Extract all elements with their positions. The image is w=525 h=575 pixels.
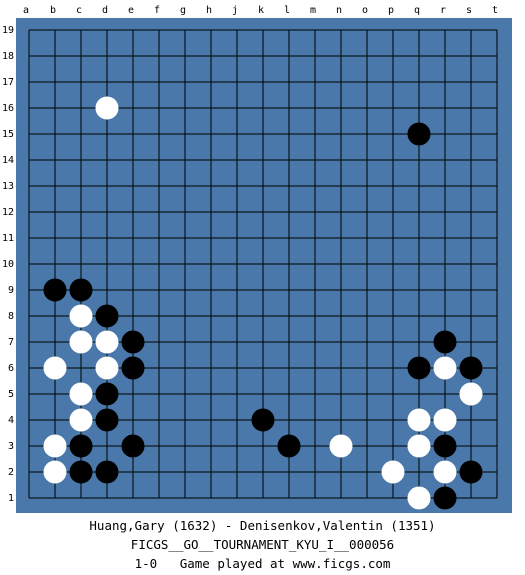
column-label-e: e — [128, 5, 134, 16]
row-label-12: 12 — [2, 207, 14, 218]
column-label-p: p — [388, 5, 394, 16]
white-stone-r6 — [433, 356, 457, 380]
row-label-8: 8 — [8, 311, 14, 322]
white-stone-d6 — [95, 356, 119, 380]
black-stone-r1 — [433, 486, 457, 510]
row-labels: 19 18 17 16 15 14 13 12 11 10 9 8 7 6 5 4 3 2 1 — [2, 25, 14, 504]
row-label-2: 2 — [8, 467, 14, 478]
white-stone-b2 — [43, 460, 67, 484]
black-stone-b9 — [43, 278, 67, 302]
black-stone-c3 — [69, 434, 93, 458]
black-stone-k4 — [251, 408, 275, 432]
result-line: 1-0 Game played at www.ficgs.com — [134, 556, 391, 571]
column-label-n: n — [336, 5, 342, 16]
column-label-f: f — [154, 5, 160, 16]
row-label-4: 4 — [8, 415, 14, 426]
column-label-b: b — [50, 5, 56, 16]
white-stone-s5 — [459, 382, 483, 406]
column-label-o: o — [362, 5, 368, 16]
black-stone-d2 — [95, 460, 119, 484]
black-stone-s2 — [459, 460, 483, 484]
black-stone-d8 — [95, 304, 119, 328]
game-info: Huang,Gary (1632) - Denisenkov,Valentin … — [0, 516, 525, 573]
white-stone-q4 — [407, 408, 431, 432]
row-label-9: 9 — [8, 285, 14, 296]
black-stone-e6 — [121, 356, 145, 380]
column-label-k: k — [258, 5, 264, 16]
white-stone-q1 — [407, 486, 431, 510]
row-label-1: 1 — [8, 493, 14, 504]
black-stone-s6 — [459, 356, 483, 380]
row-label-14: 14 — [2, 155, 14, 166]
row-label-13: 13 — [2, 181, 14, 192]
white-stone-n3 — [329, 434, 353, 458]
white-stone-b3 — [43, 434, 67, 458]
row-label-6: 6 — [8, 363, 14, 374]
column-label-j: j — [232, 5, 238, 16]
row-label-7: 7 — [8, 337, 14, 348]
black-stone-r7 — [433, 330, 457, 354]
column-label-a: a — [23, 5, 29, 16]
column-label-s: s — [466, 5, 472, 16]
column-label-h: h — [206, 5, 212, 16]
column-label-l: l — [284, 5, 290, 16]
black-stone-r3 — [433, 434, 457, 458]
row-label-16: 16 — [2, 103, 14, 114]
stones-layer — [43, 96, 483, 510]
column-label-c: c — [76, 5, 82, 16]
black-stone-l3 — [277, 434, 301, 458]
black-stone-e7 — [121, 330, 145, 354]
white-stone-c5 — [69, 382, 93, 406]
tournament-line: FICGS__GO__TOURNAMENT_KYU_I__000056 — [130, 537, 395, 552]
board-grid — [28, 29, 498, 499]
white-stone-r2 — [433, 460, 457, 484]
row-label-17: 17 — [2, 77, 14, 88]
column-label-d: d — [102, 5, 108, 16]
column-label-q: q — [414, 5, 420, 16]
column-label-r: r — [440, 5, 446, 16]
column-label-g: g — [180, 5, 186, 16]
row-label-10: 10 — [2, 259, 14, 270]
black-stone-c2 — [69, 460, 93, 484]
black-stone-q15 — [407, 122, 431, 146]
white-stone-d16 — [95, 96, 119, 120]
row-label-11: 11 — [2, 233, 14, 244]
white-stone-b6 — [43, 356, 67, 380]
white-stone-p2 — [381, 460, 405, 484]
white-stone-r4 — [433, 408, 457, 432]
row-label-15: 15 — [2, 129, 14, 140]
row-label-18: 18 — [2, 51, 14, 62]
white-stone-q3 — [407, 434, 431, 458]
white-stone-c4 — [69, 408, 93, 432]
black-stone-d5 — [95, 382, 119, 406]
black-stone-c9 — [69, 278, 93, 302]
row-label-3: 3 — [8, 441, 14, 452]
column-label-m: m — [310, 5, 316, 16]
black-stone-e3 — [121, 434, 145, 458]
column-label-t: t — [492, 5, 498, 16]
white-stone-c7 — [69, 330, 93, 354]
white-stone-c8 — [69, 304, 93, 328]
row-label-5: 5 — [8, 389, 14, 400]
row-label-19: 19 — [2, 25, 14, 36]
black-stone-q6 — [407, 356, 431, 380]
players-line: Huang,Gary (1632) - Denisenkov,Valentin … — [89, 518, 436, 533]
white-stone-d7 — [95, 330, 119, 354]
black-stone-d4 — [95, 408, 119, 432]
